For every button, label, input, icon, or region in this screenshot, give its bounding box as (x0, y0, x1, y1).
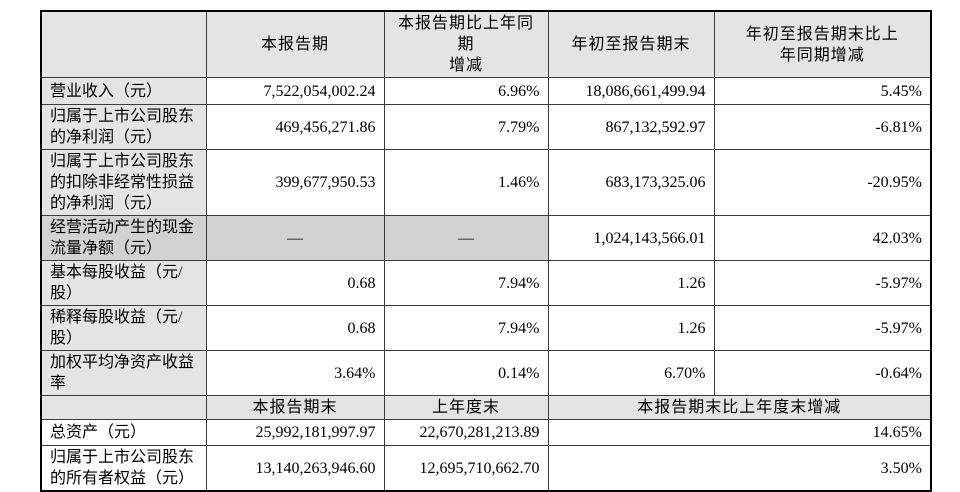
value-cell: 867,132,592.97 (547, 104, 715, 150)
value-cell-merged: 3.50% (547, 445, 932, 492)
row-label: 总资产（元） (40, 419, 207, 446)
value-cell: -5.97% (713, 305, 932, 351)
table-row-net-profit-excl-nonrecurring: 归属于上市公司股东的扣除非经常性损益的净利润（元） 399,677,950.53… (40, 149, 932, 216)
value-cell-dash: — (205, 215, 385, 261)
value-cell: 12,695,710,662.70 (383, 445, 549, 492)
value-cell: 7.94% (383, 305, 549, 351)
value-cell: 7,522,054,002.24 (205, 77, 385, 105)
value-cell-merged: 14.65% (547, 419, 932, 446)
header-cell-end-of-period: 本报告期末 (205, 395, 385, 420)
row-label: 加权平均净资产收益率 (40, 350, 207, 396)
table-row-equity-attributable: 归属于上市公司股东的所有者权益（元） 13,140,263,946.60 12,… (40, 445, 932, 492)
value-cell: -20.95% (713, 149, 932, 216)
value-cell: 399,677,950.53 (205, 149, 385, 216)
value-cell: 3.64% (205, 350, 385, 396)
row-label: 经营活动产生的现金流量净额（元） (40, 215, 207, 261)
row-label: 归属于上市公司股东的扣除非经常性损益的净利润（元） (40, 149, 207, 216)
value-cell: 6.96% (383, 77, 549, 105)
header-cell-empty (40, 10, 207, 78)
table-header-row-1: 本报告期 本报告期比上年同期 增减 年初至报告期末 年初至报告期末比上 年同期增… (40, 10, 932, 78)
row-label: 稀释每股收益（元/股） (40, 305, 207, 351)
table-header-row-2: 本报告期末 上年度末 本报告期末比上年度末增减 (40, 395, 932, 420)
table-row-revenue: 营业收入（元） 7,522,054,002.24 6.96% 18,086,66… (40, 77, 932, 105)
header-cell-ytd: 年初至报告期末 (547, 10, 715, 78)
value-cell: 25,992,181,997.97 (205, 419, 385, 446)
value-cell: 1.26 (547, 260, 715, 306)
value-cell: 22,670,281,213.89 (383, 419, 549, 446)
value-cell: 0.68 (205, 305, 385, 351)
row-label: 归属于上市公司股东的所有者权益（元） (40, 445, 207, 492)
header-cell-empty (40, 395, 207, 420)
row-label: 归属于上市公司股东的净利润（元） (40, 104, 207, 150)
header-cell-end-of-last-year: 上年度末 (383, 395, 549, 420)
value-cell: 1,024,143,566.01 (547, 215, 715, 261)
value-cell: 1.46% (383, 149, 549, 216)
financial-summary-table: 本报告期 本报告期比上年同期 增减 年初至报告期末 年初至报告期末比上 年同期增… (40, 10, 932, 492)
row-label: 营业收入（元） (40, 77, 207, 105)
value-cell: -0.64% (713, 350, 932, 396)
header-cell-period-yoy-change: 本报告期比上年同期 增减 (383, 10, 549, 78)
value-cell: 18,086,661,499.94 (547, 77, 715, 105)
table-row-total-assets: 总资产（元） 25,992,181,997.97 22,670,281,213.… (40, 419, 932, 446)
value-cell: 13,140,263,946.60 (205, 445, 385, 492)
table-row-basic-eps: 基本每股收益（元/股） 0.68 7.94% 1.26 -5.97% (40, 260, 932, 306)
value-cell: 7.79% (383, 104, 549, 150)
value-cell: 7.94% (383, 260, 549, 306)
value-cell: 0.68 (205, 260, 385, 306)
value-cell: 683,173,325.06 (547, 149, 715, 216)
header-cell-ytd-yoy-change: 年初至报告期末比上 年同期增减 (713, 10, 932, 78)
table-row-operating-cash-flow: 经营活动产生的现金流量净额（元） — — 1,024,143,566.01 42… (40, 215, 932, 261)
financial-summary-table-wrap: 本报告期 本报告期比上年同期 增减 年初至报告期末 年初至报告期末比上 年同期增… (40, 10, 932, 492)
header-cell-current-period: 本报告期 (205, 10, 385, 78)
value-cell: 469,456,271.86 (205, 104, 385, 150)
value-cell-dash: — (383, 215, 549, 261)
value-cell: 0.14% (383, 350, 549, 396)
row-label: 基本每股收益（元/股） (40, 260, 207, 306)
table-row-weighted-avg-roe: 加权平均净资产收益率 3.64% 0.14% 6.70% -0.64% (40, 350, 932, 396)
value-cell: 5.45% (713, 77, 932, 105)
value-cell: 6.70% (547, 350, 715, 396)
header-cell-period-end-vs-year-end-change: 本报告期末比上年度末增减 (547, 395, 932, 420)
table-row-net-profit: 归属于上市公司股东的净利润（元） 469,456,271.86 7.79% 86… (40, 104, 932, 150)
value-cell: 42.03% (713, 215, 932, 261)
value-cell: -5.97% (713, 260, 932, 306)
table-row-diluted-eps: 稀释每股收益（元/股） 0.68 7.94% 1.26 -5.97% (40, 305, 932, 351)
value-cell: 1.26 (547, 305, 715, 351)
value-cell: -6.81% (713, 104, 932, 150)
